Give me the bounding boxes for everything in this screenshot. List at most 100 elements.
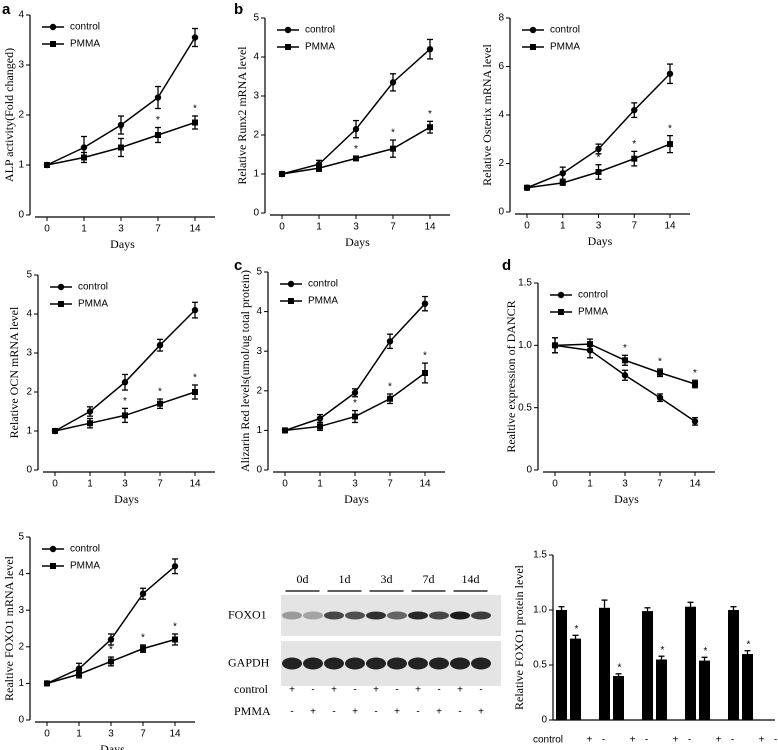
band <box>408 657 428 670</box>
x-tick-label: 7 <box>390 222 396 233</box>
point <box>352 125 360 133</box>
legend-label: control <box>308 279 338 290</box>
row-label: control <box>533 735 563 746</box>
legend-marker <box>50 41 56 47</box>
bar <box>656 659 667 720</box>
point <box>117 121 125 129</box>
point <box>191 34 199 41</box>
significance: * <box>353 398 357 409</box>
row-sign: + <box>289 685 295 696</box>
point <box>191 306 199 314</box>
band <box>450 611 470 620</box>
significance: * <box>354 144 358 155</box>
legend-marker <box>285 44 291 50</box>
row-sign: - <box>353 685 356 696</box>
x-tick-label: 1 <box>87 479 93 490</box>
x-tick-label: 3 <box>352 479 358 490</box>
point <box>595 168 602 175</box>
point <box>107 636 115 643</box>
significance: * <box>193 373 197 384</box>
row-sign: - <box>602 735 605 746</box>
legend-label: control <box>305 25 335 36</box>
significance: * <box>658 357 662 368</box>
time-point: 14d <box>462 572 480 586</box>
y-tick-label: 1.5 <box>518 278 532 289</box>
x-axis-label: Days <box>588 234 613 248</box>
significance: * <box>423 351 427 362</box>
point <box>631 155 638 162</box>
band <box>282 611 302 620</box>
point <box>317 423 323 430</box>
y-tick-label: 0 <box>253 208 259 219</box>
panel-letter: a <box>2 1 11 18</box>
point <box>692 380 698 387</box>
row-sign: + <box>478 707 484 718</box>
point <box>122 412 128 419</box>
point <box>389 79 397 86</box>
y-tick-label: 0 <box>541 715 547 726</box>
significance: * <box>623 343 627 354</box>
protein-label: GAPDH <box>228 655 270 669</box>
point <box>621 372 629 379</box>
x-tick-label: 7 <box>631 221 637 232</box>
point <box>559 179 566 186</box>
point <box>552 342 558 349</box>
point <box>622 357 628 364</box>
point <box>421 300 429 307</box>
bar <box>613 676 624 720</box>
point <box>390 145 396 152</box>
band <box>303 611 323 620</box>
y-tick-label: 5 <box>26 270 32 281</box>
x-tick-label: 3 <box>596 221 602 232</box>
row-sign: + <box>630 735 636 746</box>
band <box>366 657 386 670</box>
y-tick-label: 3 <box>18 60 24 71</box>
row-sign: - <box>416 707 419 718</box>
point <box>279 171 285 177</box>
bar <box>556 610 567 720</box>
point <box>108 658 114 665</box>
legend-label: control <box>578 290 608 301</box>
point <box>44 680 50 687</box>
x-tick-label: 1 <box>587 479 593 490</box>
point <box>157 400 163 407</box>
y-tick-label: 4 <box>253 52 259 63</box>
row-sign: - <box>458 707 461 718</box>
row-sign: - <box>437 685 440 696</box>
point <box>353 155 359 162</box>
row-sign: + <box>457 685 463 696</box>
band <box>345 657 365 670</box>
band <box>429 657 449 670</box>
significance: * <box>704 646 708 657</box>
y-axis-label: Relative Osterix mRNA level <box>480 44 494 186</box>
point <box>87 420 93 427</box>
y-tick-label: 1 <box>256 425 262 436</box>
legend-marker <box>529 26 537 34</box>
row-sign: + <box>394 707 400 718</box>
x-tick-label: 7 <box>387 479 393 490</box>
row-sign: - <box>731 735 734 746</box>
row-sign: + <box>587 735 593 746</box>
y-tick-label: 6 <box>498 61 504 72</box>
y-tick-label: 0 <box>498 207 504 218</box>
legend-label: PMMA <box>78 299 108 310</box>
x-tick-label: 14 <box>664 221 676 232</box>
point <box>76 671 82 678</box>
x-axis-label: Days <box>114 492 139 506</box>
legend-marker <box>57 283 65 291</box>
y-axis-label: ALP activity(Fold changed) <box>2 48 16 182</box>
x-axis-label: Days <box>110 237 135 251</box>
point <box>656 394 664 401</box>
row-sign: - <box>395 685 398 696</box>
row-label: PMMA <box>234 704 271 718</box>
x-tick-label: 0 <box>282 479 288 490</box>
y-tick-label: 4 <box>498 110 504 121</box>
y-axis-label: Relative FOXO1 protein level <box>512 564 526 710</box>
y-tick-label: 5 <box>18 532 24 543</box>
band <box>324 657 344 670</box>
x-tick-label: 14 <box>169 729 181 740</box>
row-sign: + <box>373 685 379 696</box>
point <box>595 145 602 153</box>
band <box>450 657 470 670</box>
